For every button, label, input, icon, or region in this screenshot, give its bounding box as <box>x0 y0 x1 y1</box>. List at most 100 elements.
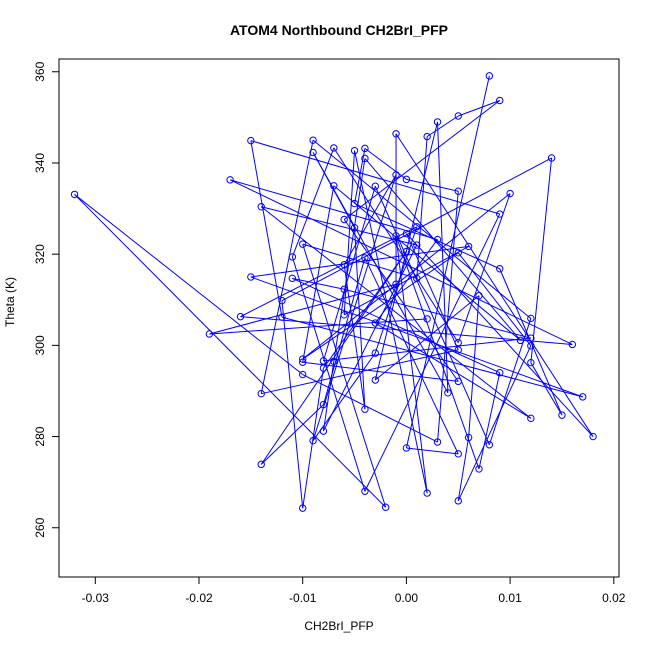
data-point <box>236 312 245 321</box>
data-point <box>527 334 535 342</box>
data-point <box>381 503 390 511</box>
data-point <box>319 364 328 372</box>
data-point <box>496 96 504 105</box>
series-segment <box>426 115 459 137</box>
data-point <box>330 182 338 190</box>
series-segment <box>250 140 283 318</box>
data-point <box>288 274 297 283</box>
y-tick-label: 360 <box>33 61 47 81</box>
series-segment <box>240 226 418 318</box>
series-segment <box>229 179 438 241</box>
data-point <box>319 357 328 365</box>
series-segment <box>302 374 438 443</box>
plot-frame <box>58 58 620 578</box>
series-segment <box>364 213 501 492</box>
data-point <box>257 389 265 398</box>
data-point <box>70 190 79 199</box>
y-tick-label: 340 <box>33 153 47 173</box>
series-segment <box>374 186 490 445</box>
data-point <box>433 438 442 446</box>
series-segment <box>250 276 583 398</box>
series-segment <box>312 174 397 441</box>
series-segment <box>323 337 531 362</box>
series-segment <box>343 174 397 265</box>
data-point <box>454 338 462 347</box>
y-tick-label: 320 <box>33 244 47 264</box>
data-point <box>299 504 307 512</box>
series-segment <box>457 193 511 343</box>
chart-title: ATOM4 Northbound CH2BrI_PFP <box>230 22 448 38</box>
data-point <box>464 433 473 442</box>
series-segment <box>261 349 459 395</box>
series-segment <box>333 158 366 362</box>
series-segment <box>458 100 500 117</box>
series-segment <box>209 318 428 335</box>
series-segment <box>457 345 532 502</box>
data-point <box>361 487 369 495</box>
series-segment <box>343 264 366 410</box>
data-point <box>299 355 307 363</box>
data-point <box>319 427 328 435</box>
data-point <box>205 330 214 338</box>
series-segment <box>312 139 532 319</box>
series-segment <box>74 194 387 508</box>
series-segment <box>209 283 397 335</box>
data-point <box>299 370 307 379</box>
data-point <box>527 342 535 350</box>
series-segment <box>416 136 428 279</box>
data-point <box>475 291 483 300</box>
series-segment <box>343 245 469 316</box>
data-point <box>413 241 421 249</box>
series-segment <box>530 157 553 363</box>
series-segment <box>395 235 428 494</box>
data-point <box>402 247 411 256</box>
data-point <box>340 215 348 224</box>
data-point <box>309 148 317 157</box>
data-point <box>475 465 483 473</box>
data-point <box>433 118 442 126</box>
data-point <box>568 340 577 349</box>
data-point <box>340 311 348 319</box>
series-segment <box>364 257 459 455</box>
series-segment <box>405 75 490 449</box>
series-segment <box>322 361 335 432</box>
data-point <box>309 136 317 144</box>
data-point <box>392 232 400 240</box>
y-tick-label: 300 <box>33 335 47 355</box>
data-point <box>423 132 431 141</box>
data-point <box>506 189 514 198</box>
series-segment <box>374 226 418 354</box>
data-point <box>444 389 452 397</box>
series-segment <box>302 252 459 360</box>
data-point <box>464 242 473 251</box>
y-tick-label: 260 <box>33 517 47 537</box>
data-point <box>361 254 369 262</box>
data-point <box>371 349 379 357</box>
series-segment <box>291 147 335 258</box>
series-segment <box>312 352 376 441</box>
y-axis-ticks: 260 280 300 320 340 360 <box>33 61 59 538</box>
data-point <box>361 144 369 153</box>
data-point <box>413 274 421 283</box>
y-tick-label: 280 <box>33 426 47 446</box>
series-segment <box>395 133 594 437</box>
data-point <box>226 176 234 184</box>
data-point <box>319 400 328 409</box>
series-segment <box>281 300 304 509</box>
data-point <box>330 357 338 366</box>
series-points <box>70 72 597 512</box>
data-point <box>278 313 286 321</box>
data-point <box>350 199 359 208</box>
series-segment <box>302 185 335 363</box>
data-point <box>257 203 265 211</box>
data-point <box>330 144 338 152</box>
data-point <box>454 450 462 458</box>
series-segment <box>530 362 563 416</box>
data-point <box>247 273 255 281</box>
data-point <box>454 346 462 354</box>
data-point <box>589 432 597 441</box>
data-point <box>423 489 431 497</box>
data-point <box>392 171 400 179</box>
